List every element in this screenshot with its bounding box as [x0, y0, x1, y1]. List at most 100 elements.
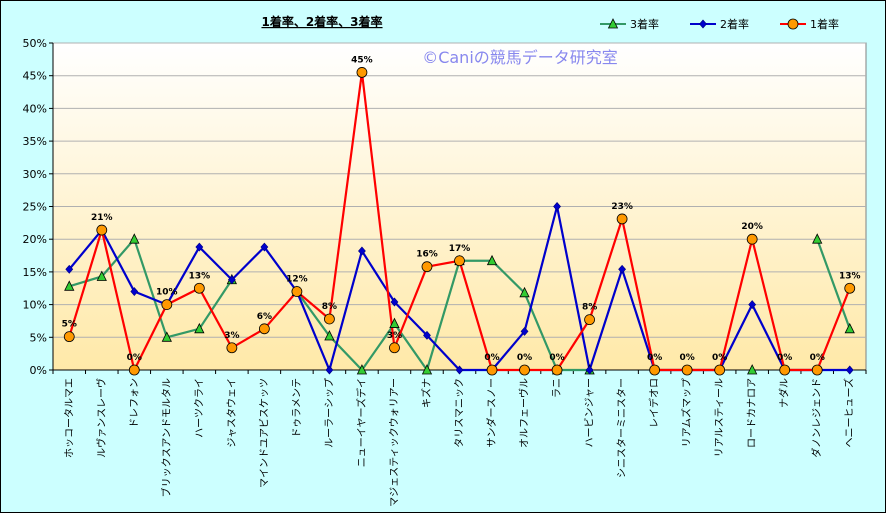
data-label: 45%	[351, 55, 373, 65]
data-label: 10%	[156, 288, 178, 298]
point-marker	[811, 364, 823, 376]
point-marker	[748, 300, 757, 310]
y-tick-label: 25%	[23, 201, 47, 214]
point-marker	[258, 323, 270, 335]
y-tick-label: 35%	[23, 135, 47, 148]
x-tick-label: キズナ	[420, 378, 433, 408]
x-tick-label: リアルスティール	[715, 378, 726, 457]
data-label: 0%	[549, 353, 564, 363]
legend-item[interactable]: 2着率	[690, 17, 749, 31]
point-marker	[195, 242, 204, 252]
point-marker	[454, 255, 465, 267]
point-marker	[130, 287, 139, 296]
point-marker	[681, 364, 693, 376]
point-marker	[128, 364, 140, 376]
x-tick-label: ナダル	[778, 378, 791, 408]
point-marker	[584, 314, 595, 326]
legend-item[interactable]: 1着率	[780, 17, 839, 31]
x-tick-label: マジェスティックウォリアー	[388, 378, 400, 507]
y-tick-label: 30%	[23, 168, 47, 181]
point-marker	[226, 342, 238, 354]
point-marker	[649, 364, 661, 376]
x-tick-label: ロードカナロア	[746, 378, 758, 448]
series-markers	[63, 67, 856, 376]
data-label: 0%	[777, 353, 792, 363]
gridlines	[53, 42, 866, 338]
x-tick-label: ラニ	[551, 378, 563, 398]
data-label: 17%	[449, 244, 471, 254]
point-marker	[486, 364, 498, 376]
data-label: 13%	[839, 271, 861, 281]
x-tick-label: ジャスタウェイ	[226, 378, 238, 448]
point-marker	[325, 365, 334, 375]
x-tick-label: ホッコータルマエ	[63, 378, 75, 458]
point-marker	[324, 330, 335, 341]
point-marker	[520, 326, 529, 336]
data-label: 0%	[517, 353, 532, 363]
point-marker	[519, 286, 530, 298]
point-marker	[747, 364, 758, 375]
x-tick-label: ドレフォン	[129, 378, 140, 428]
point-marker	[63, 331, 75, 343]
point-marker	[96, 224, 108, 236]
point-marker	[551, 364, 563, 376]
point-marker	[291, 286, 303, 297]
point-marker	[421, 364, 433, 375]
data-label: 13%	[189, 271, 211, 281]
y-axis: 0% 5% 10% 15% 20% 25% 30% 35% 40% 45% 50%	[23, 37, 54, 377]
point-marker	[714, 364, 726, 376]
y-tick-label: 0%	[30, 364, 47, 377]
data-label: 3%	[224, 331, 239, 341]
legend-item[interactable]: 3着率	[600, 17, 659, 31]
data-label: 0%	[127, 353, 142, 363]
legend[interactable]: 3着率 2着率 1着率	[600, 17, 839, 31]
x-tick-label: ルヴァンスレーヴ	[95, 378, 108, 458]
point-marker	[519, 364, 530, 376]
x-axis: ホッコータルマエ ルヴァンスレーヴ ドレフォン ブリックスアンドモルタル ハーツクライ ジ…	[52, 369, 867, 507]
point-marker	[746, 233, 758, 245]
data-label: 0%	[647, 353, 662, 363]
point-marker	[64, 280, 75, 291]
data-label: 12%	[286, 275, 308, 285]
data-label: 3%	[387, 331, 402, 341]
x-tick-label: シニスターミニスター	[616, 378, 628, 478]
point-marker	[194, 322, 205, 334]
y-tick-label: 5%	[30, 331, 47, 344]
point-marker	[844, 322, 855, 334]
series-line	[296, 259, 590, 373]
data-labels: 5% 21% 0% 10% 13% 3% 6% 12% 8% 45% 3% 16% 17% 0% 0% 0% 8…	[62, 55, 861, 363]
point-marker	[129, 233, 140, 244]
credit-watermark: ©Caniの競馬データ研究室	[422, 48, 618, 67]
data-label: 0%	[810, 353, 825, 363]
point-marker	[779, 364, 791, 376]
point-marker	[486, 254, 498, 266]
point-marker	[455, 365, 464, 375]
point-marker	[358, 246, 366, 256]
point-marker	[607, 18, 619, 29]
x-tick-label: ブリックスアンドモルタル	[160, 378, 173, 497]
point-marker	[423, 330, 431, 340]
x-tick-label: ニューイヤーズデイ	[355, 378, 368, 467]
y-tick-label: 40%	[23, 102, 47, 115]
x-tick-label: サンダースノー	[485, 378, 498, 448]
data-label: 8%	[582, 303, 597, 313]
data-label: 0%	[484, 353, 499, 363]
point-marker	[844, 282, 856, 294]
y-tick-label: 45%	[23, 70, 47, 83]
point-marker	[787, 18, 799, 30]
data-label: 8%	[322, 302, 337, 312]
data-label: 20%	[741, 222, 763, 232]
point-marker	[585, 365, 594, 375]
x-tick-label: ハービンジャー	[584, 378, 596, 448]
x-tick-label: ドゥラメンテ	[291, 378, 303, 438]
legend-label: 2着率	[720, 17, 749, 31]
point-marker	[618, 264, 626, 274]
legend-label: 1着率	[810, 17, 839, 31]
data-label: 0%	[679, 353, 694, 363]
point-marker	[699, 19, 707, 29]
series-line	[816, 238, 851, 330]
point-marker	[356, 67, 368, 78]
data-label: 0%	[712, 353, 727, 363]
point-marker	[193, 282, 205, 294]
